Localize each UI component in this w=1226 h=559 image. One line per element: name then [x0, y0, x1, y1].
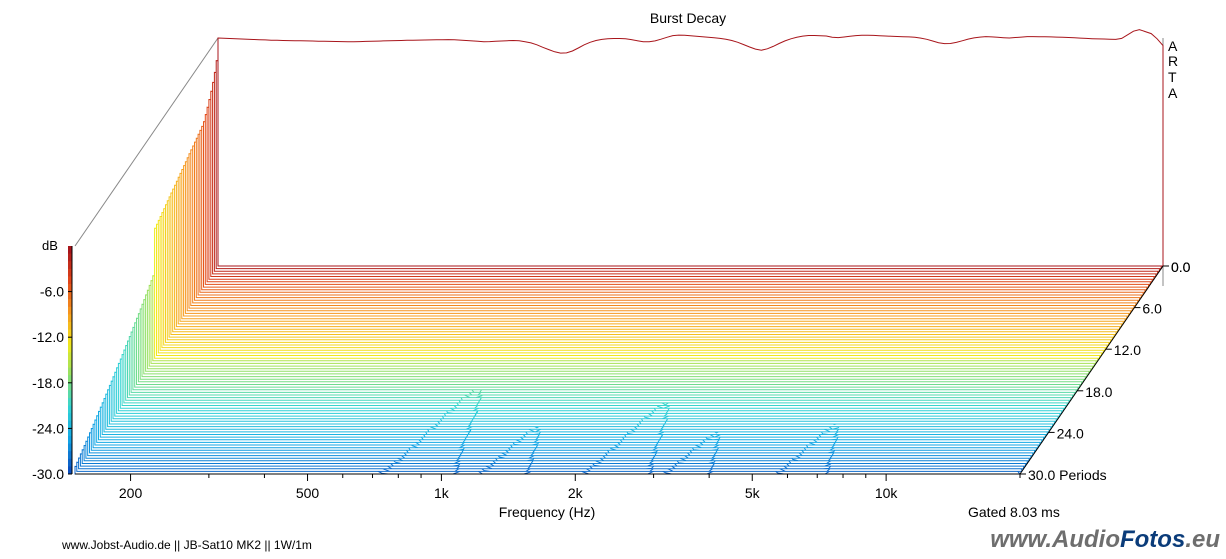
- x-tick-label: 2k: [568, 485, 584, 501]
- arta-letter: A: [1168, 38, 1178, 54]
- y-tick-label: -12.0: [32, 329, 64, 345]
- color-bar-segment: [68, 382, 72, 391]
- color-bar-segment: [68, 306, 72, 315]
- color-bar-segment: [68, 344, 72, 353]
- z-tick-label: 30.0 Periods: [1028, 467, 1107, 483]
- color-bar-segment: [68, 466, 72, 475]
- decay-slices: [74, 29, 1164, 475]
- color-bar-segment: [68, 314, 72, 323]
- arta-label: A R T A: [1168, 38, 1178, 101]
- x-tick-label: 5k: [745, 485, 761, 501]
- color-bar-segment: [68, 367, 72, 376]
- z-tick-label: 12.0: [1114, 342, 1141, 358]
- color-bar-segment: [68, 299, 72, 308]
- y-tick-label: 0.0: [1171, 259, 1191, 275]
- y-axis-label: dB: [42, 238, 58, 253]
- x-tick-label: 500: [296, 485, 320, 501]
- color-bar-segment: [68, 322, 72, 331]
- footer-caption: www.Jobst-Audio.de || JB-Sat10 MK2 || 1W…: [62, 538, 312, 552]
- gated-annotation: Gated 8.03 ms: [968, 504, 1060, 520]
- z-tick-label: 0.0: [1171, 259, 1191, 275]
- x-tick-label: 200: [119, 485, 143, 501]
- color-bar-segment: [68, 329, 72, 338]
- z-tick-label: 24.0: [1057, 425, 1084, 441]
- watermark: www.AudioFotos.eu: [990, 526, 1220, 553]
- color-bar-segment: [68, 337, 72, 346]
- color-bar-segment: [68, 405, 72, 414]
- x-axis-label: Frequency (Hz): [499, 504, 595, 520]
- color-bar-segment: [68, 268, 72, 277]
- arta-letter: T: [1168, 69, 1177, 85]
- color-bar-segment: [68, 458, 72, 467]
- color-bar-segment: [68, 291, 72, 300]
- color-bar-segment: [68, 375, 72, 384]
- y-tick-label: -24.0: [32, 420, 64, 436]
- y-tick-label: -30.0: [32, 466, 64, 482]
- y-tick-label: -18.0: [32, 375, 64, 391]
- color-bar-segment: [68, 246, 72, 255]
- color-bar-segment: [68, 436, 72, 445]
- x-tick-label: 10k: [875, 485, 899, 501]
- color-bar-segment: [68, 276, 72, 285]
- z-tick-label: 18.0: [1085, 384, 1112, 400]
- color-bar-segment: [68, 451, 72, 460]
- color-bar-segment: [68, 428, 72, 437]
- color-bar-segment: [68, 284, 72, 293]
- decay-slice: [217, 29, 1164, 267]
- chart-title: Burst Decay: [650, 10, 726, 26]
- color-bar-segment: [68, 390, 72, 399]
- z-tick-label: 6.0: [1142, 301, 1162, 317]
- arta-letter: A: [1168, 85, 1178, 101]
- color-bar-segment: [68, 443, 72, 452]
- color-bar-segment: [68, 261, 72, 270]
- color-bar-segment: [68, 253, 72, 262]
- color-bar-segment: [68, 413, 72, 422]
- x-tick-label: 1k: [434, 485, 450, 501]
- color-bar-segment: [68, 360, 72, 369]
- color-bar-segment: [68, 352, 72, 361]
- axes: -6.0 -12.0 -18.0 -24.0 -30.0 0.0 200 500 1k 2k 5k 1…: [32, 246, 1191, 501]
- y-tick-label: -6.0: [40, 284, 64, 300]
- arta-letter: R: [1168, 53, 1178, 69]
- side-plane-top-edge: [74, 37, 219, 247]
- color-bar-segment: [68, 398, 72, 407]
- color-bar-segment: [68, 420, 72, 429]
- z-axis-line: [1019, 265, 1164, 475]
